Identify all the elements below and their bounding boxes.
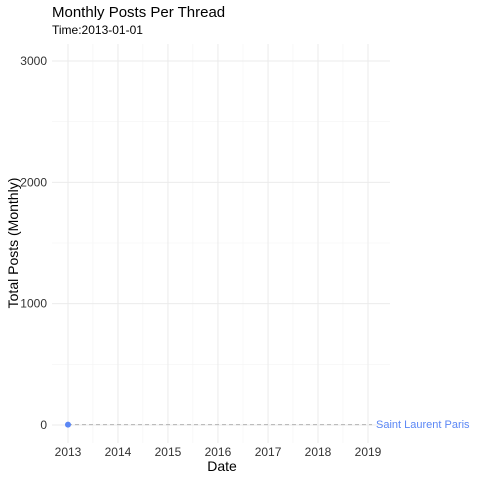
y-tick-label: 1000 <box>20 297 47 311</box>
x-tick-label: 2013 <box>55 445 82 459</box>
x-axis-ticks: 2013 2014 2015 2016 2017 2018 2019 <box>55 445 382 459</box>
y-axis-title: Total Posts (Monthly) <box>5 178 21 309</box>
chart-title: Monthly Posts Per Thread <box>52 4 225 21</box>
series: Saint Laurent Paris <box>65 419 470 431</box>
series-label: Saint Laurent Paris <box>376 419 470 431</box>
chart-subtitle: Time:2013-01-01 <box>52 23 143 37</box>
x-tick-label: 2015 <box>155 445 182 459</box>
x-tick-label: 2016 <box>205 445 232 459</box>
y-tick-label: 0 <box>40 418 47 432</box>
y-axis-ticks: 0 1000 2000 3000 <box>20 54 47 432</box>
grid <box>52 44 390 443</box>
x-tick-label: 2018 <box>305 445 332 459</box>
x-tick-label: 2019 <box>355 445 382 459</box>
x-tick-label: 2017 <box>255 445 282 459</box>
y-tick-label: 2000 <box>20 175 47 189</box>
y-tick-label: 3000 <box>20 54 47 68</box>
x-axis-title: Date <box>207 458 237 474</box>
data-point <box>65 421 71 428</box>
x-tick-label: 2014 <box>105 445 132 459</box>
